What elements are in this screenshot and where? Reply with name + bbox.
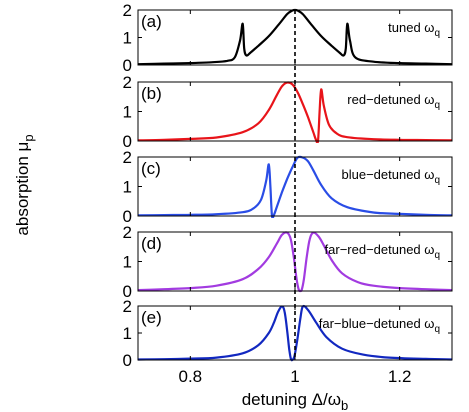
panel-label: far−blue−detuned ωq bbox=[319, 316, 440, 335]
y-tick-label: 1 bbox=[123, 29, 132, 48]
panel-tag: (b) bbox=[141, 84, 162, 103]
y-axis-label: absorption μp bbox=[13, 134, 36, 235]
y-tick-label: 2 bbox=[123, 148, 132, 167]
y-tick-label: 0 bbox=[123, 282, 132, 301]
panel-c: 0 1 2 (c) blue−detuned ωq bbox=[123, 148, 453, 226]
panel-a: 0 1 2 (a) tuned ωq bbox=[123, 1, 453, 75]
y-tick-label: 1 bbox=[123, 178, 132, 197]
panel-tag: (c) bbox=[141, 159, 161, 178]
series-line bbox=[138, 81, 452, 143]
shared-axes: detuning Δ/ωb absorption μp bbox=[13, 134, 348, 412]
series-line bbox=[138, 155, 452, 218]
y-tick-label: 1 bbox=[123, 253, 132, 272]
y-tick-label: 0 bbox=[123, 132, 132, 151]
panel-label-subscript: q bbox=[434, 250, 440, 261]
panel-label-text: red−detuned ω bbox=[347, 92, 434, 107]
y-tick-label: 2 bbox=[123, 73, 132, 92]
y-tick-label: 0 bbox=[123, 351, 132, 370]
panel-label: far−red−detuned ωq bbox=[325, 242, 440, 261]
y-tick-label: 1 bbox=[123, 103, 132, 122]
panel-label: tuned ωq bbox=[388, 20, 440, 39]
x-tick-label: 1 bbox=[290, 367, 299, 386]
x-tick-label: 1.2 bbox=[388, 367, 412, 386]
panel-label-text: tuned ω bbox=[388, 20, 434, 35]
panel-tag: (a) bbox=[141, 12, 162, 31]
y-tick-label: 2 bbox=[123, 297, 132, 316]
panel-label-subscript: q bbox=[434, 175, 440, 186]
panel-tag: (d) bbox=[141, 234, 162, 253]
y-tick-label: 2 bbox=[123, 223, 132, 242]
y-tick-label: 2 bbox=[123, 1, 132, 20]
y-tick-label: 0 bbox=[123, 207, 132, 226]
panel-label: red−detuned ωq bbox=[347, 92, 440, 111]
y-tick-label: 1 bbox=[123, 324, 132, 343]
panel-label: blue−detuned ωq bbox=[342, 167, 441, 186]
series-line bbox=[138, 304, 452, 362]
panel-tag: (e) bbox=[141, 308, 162, 327]
panel-label-subscript: q bbox=[434, 28, 440, 39]
panel-e: 0 1 2 (e) far−blue−detuned ωq bbox=[123, 297, 453, 370]
panel-label-text: far−blue−detuned ω bbox=[319, 316, 435, 331]
y-tick-label: 0 bbox=[123, 56, 132, 75]
panel-b: 0 1 2 (b) red−detuned ωq bbox=[123, 73, 453, 151]
panel-label-subscript: q bbox=[434, 100, 440, 111]
panel-label-text: blue−detuned ω bbox=[342, 167, 435, 182]
panel-label-text: far−red−detuned ω bbox=[325, 242, 435, 257]
x-tick-label: 0.8 bbox=[179, 367, 203, 386]
x-axis-label: detuning Δ/ωb bbox=[242, 390, 349, 412]
panel-d: 0 1 2 (d) far−red−detuned ωq bbox=[123, 223, 453, 301]
panel-label-subscript: q bbox=[434, 324, 440, 335]
